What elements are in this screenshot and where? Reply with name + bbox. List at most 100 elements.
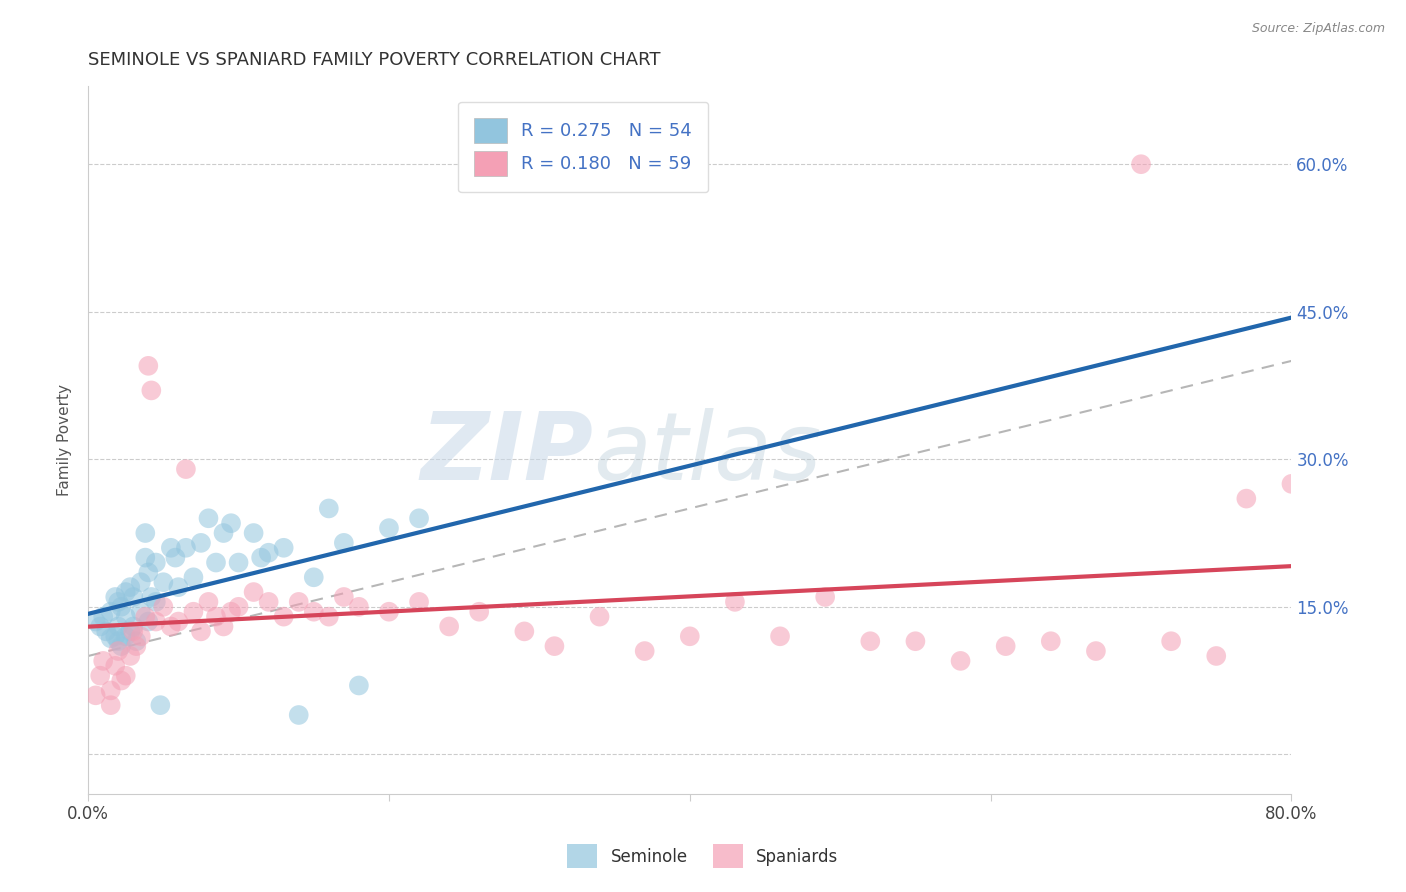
Point: [91, 654, 114, 668]
Point: [122, 624, 145, 639]
Point: [96, 624, 118, 639]
Point: [588, 609, 610, 624]
Legend: Seminole, Spaniards: Seminole, Spaniards: [561, 838, 845, 875]
Point: [152, 599, 174, 614]
Point: [302, 605, 325, 619]
Point: [219, 605, 242, 619]
Point: [174, 462, 197, 476]
Point: [257, 595, 280, 609]
Point: [134, 526, 156, 541]
Point: [724, 595, 747, 609]
Legend: R = 0.275   N = 54, R = 0.180   N = 59: R = 0.275 N = 54, R = 0.180 N = 59: [458, 102, 709, 193]
Point: [141, 590, 163, 604]
Point: [302, 570, 325, 584]
Point: [89, 619, 111, 633]
Point: [183, 605, 205, 619]
Point: [174, 541, 197, 555]
Point: [543, 639, 565, 653]
Point: [347, 599, 370, 614]
Point: [136, 359, 159, 373]
Point: [145, 615, 167, 629]
Point: [100, 683, 122, 698]
Point: [120, 648, 142, 663]
Point: [1234, 491, 1257, 506]
Point: [165, 550, 187, 565]
Y-axis label: Family Poverty: Family Poverty: [58, 384, 72, 496]
Point: [378, 605, 401, 619]
Point: [145, 595, 167, 609]
Point: [104, 658, 127, 673]
Point: [949, 654, 972, 668]
Point: [145, 556, 167, 570]
Point: [114, 668, 136, 682]
Text: SEMINOLE VS SPANIARD FAMILY POVERTY CORRELATION CHART: SEMINOLE VS SPANIARD FAMILY POVERTY CORR…: [89, 51, 661, 69]
Point: [114, 609, 136, 624]
Point: [273, 609, 295, 624]
Point: [125, 634, 148, 648]
Point: [190, 536, 212, 550]
Point: [634, 644, 657, 658]
Point: [149, 698, 172, 713]
Point: [107, 644, 129, 658]
Point: [100, 632, 122, 646]
Point: [228, 599, 250, 614]
Point: [250, 550, 273, 565]
Point: [318, 501, 340, 516]
Point: [228, 556, 250, 570]
Text: Source: ZipAtlas.com: Source: ZipAtlas.com: [1251, 22, 1385, 36]
Point: [100, 698, 122, 713]
Point: [134, 550, 156, 565]
Point: [129, 629, 152, 643]
Point: [136, 615, 159, 629]
Point: [904, 634, 927, 648]
Point: [110, 599, 132, 614]
Point: [110, 673, 132, 688]
Point: [141, 384, 163, 398]
Point: [333, 590, 356, 604]
Point: [107, 595, 129, 609]
Point: [129, 575, 152, 590]
Point: [122, 590, 145, 604]
Point: [408, 595, 430, 609]
Point: [273, 541, 295, 555]
Point: [167, 580, 190, 594]
Point: [1281, 476, 1303, 491]
Point: [136, 566, 159, 580]
Point: [212, 526, 235, 541]
Point: [378, 521, 401, 535]
Point: [1205, 648, 1227, 663]
Point: [100, 605, 122, 619]
Point: [134, 609, 156, 624]
Point: [197, 511, 219, 525]
Point: [160, 619, 183, 633]
Point: [183, 570, 205, 584]
Point: [107, 634, 129, 648]
Point: [257, 546, 280, 560]
Point: [125, 639, 148, 653]
Point: [1084, 644, 1107, 658]
Text: ZIP: ZIP: [420, 408, 593, 500]
Point: [1130, 157, 1153, 171]
Point: [769, 629, 792, 643]
Point: [190, 624, 212, 639]
Point: [84, 615, 107, 629]
Point: [120, 624, 142, 639]
Point: [120, 580, 142, 594]
Point: [84, 689, 107, 703]
Point: [814, 590, 837, 604]
Point: [152, 575, 174, 590]
Point: [114, 585, 136, 599]
Text: atlas: atlas: [593, 409, 821, 500]
Point: [333, 536, 356, 550]
Point: [408, 511, 430, 525]
Point: [1039, 634, 1062, 648]
Point: [468, 605, 491, 619]
Point: [197, 595, 219, 609]
Point: [1160, 634, 1182, 648]
Point: [104, 590, 127, 604]
Point: [114, 629, 136, 643]
Point: [104, 629, 127, 643]
Point: [318, 609, 340, 624]
Point: [513, 624, 536, 639]
Point: [110, 639, 132, 653]
